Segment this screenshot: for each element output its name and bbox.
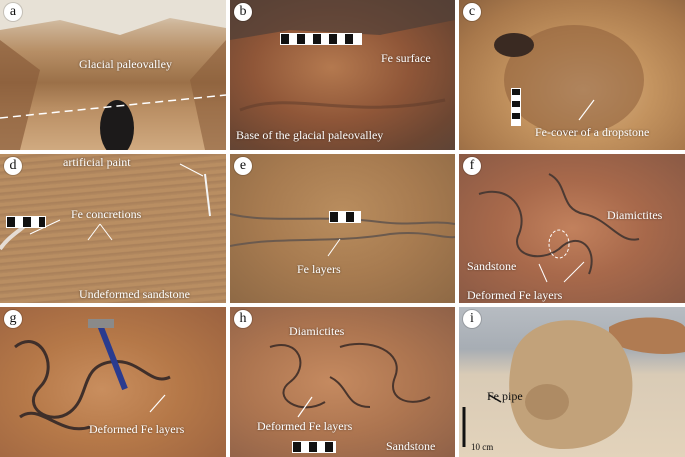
panel-g-letter: g: [4, 310, 22, 328]
label-fe-pipe: Fe pipe: [487, 389, 523, 403]
label-glacial-paleovalley: Glacial paleovalley: [79, 57, 172, 71]
panel-d-scene: [0, 163, 211, 251]
panel-i: i Fe pipe 10 cm: [459, 307, 685, 457]
panel-f-scene: [478, 173, 640, 283]
label-deformed-fe-layers: Deformed Fe layers: [467, 288, 563, 302]
panel-c-scene: [494, 25, 644, 135]
label-fe-surface: Fe surface: [381, 51, 431, 65]
label-diamictites: Diamictites: [289, 324, 345, 338]
label-sandstone: Sandstone: [386, 439, 436, 453]
scale-label-10cm: 10 cm: [471, 442, 494, 452]
panel-h-scene: [269, 342, 431, 418]
panel-e-scene: [230, 213, 455, 257]
label-artificial-paint: artificial paint: [63, 155, 131, 169]
label-fe-layers: Fe layers: [297, 262, 341, 276]
label-base-of-paleovalley: Base of the glacial paleovalley: [236, 128, 384, 142]
panel-b-letter: b: [234, 3, 252, 21]
panel-a: a Glacial paleovalley: [0, 0, 226, 150]
panel-b-scene: [230, 0, 455, 112]
panel-c-letter: c: [463, 3, 481, 21]
panel-h-letter: h: [234, 310, 252, 328]
panel-f-letter: f: [463, 157, 481, 175]
label-deformed-fe-layers: Deformed Fe layers: [257, 419, 353, 433]
panel-g: g Deformed Fe layers: [0, 307, 226, 457]
scale-bar: [280, 33, 362, 45]
label-fe-cover-dropstone: Fe-cover of a dropstone: [535, 125, 650, 139]
panel-a-letter: a: [4, 3, 22, 21]
label-sandstone: Sandstone: [467, 259, 517, 273]
label-fe-concretions: Fe concretions: [71, 207, 142, 221]
panel-d: d artificial paint Fe concretions Undefo…: [0, 154, 226, 303]
panel-d-letter: d: [4, 157, 22, 175]
scale-bar: [511, 88, 521, 126]
label-diamictites: Diamictites: [607, 208, 663, 222]
panel-f: f Diamictites Sandstone Deformed Fe laye…: [459, 154, 685, 303]
scale-bar: [329, 211, 361, 223]
panel-i-scene: [462, 317, 685, 450]
label-deformed-fe-layers: Deformed Fe layers: [89, 422, 185, 436]
panel-e-letter: e: [234, 157, 252, 175]
panel-i-letter: i: [463, 310, 481, 328]
panel-g-scene: [14, 319, 171, 431]
panel-e: e Fe layers: [230, 154, 455, 303]
panel-b: b Fe surface Base of the glacial paleova…: [230, 0, 455, 150]
scale-bar: [6, 216, 46, 228]
panel-h: h Diamictites Deformed Fe layers Sandsto…: [230, 307, 455, 457]
label-undeformed-sandstone: Undeformed sandstone: [79, 287, 190, 301]
panel-c: c Fe-cover of a dropstone: [459, 0, 685, 150]
panel-a-scene: [0, 0, 226, 150]
scale-bar: [292, 441, 336, 453]
